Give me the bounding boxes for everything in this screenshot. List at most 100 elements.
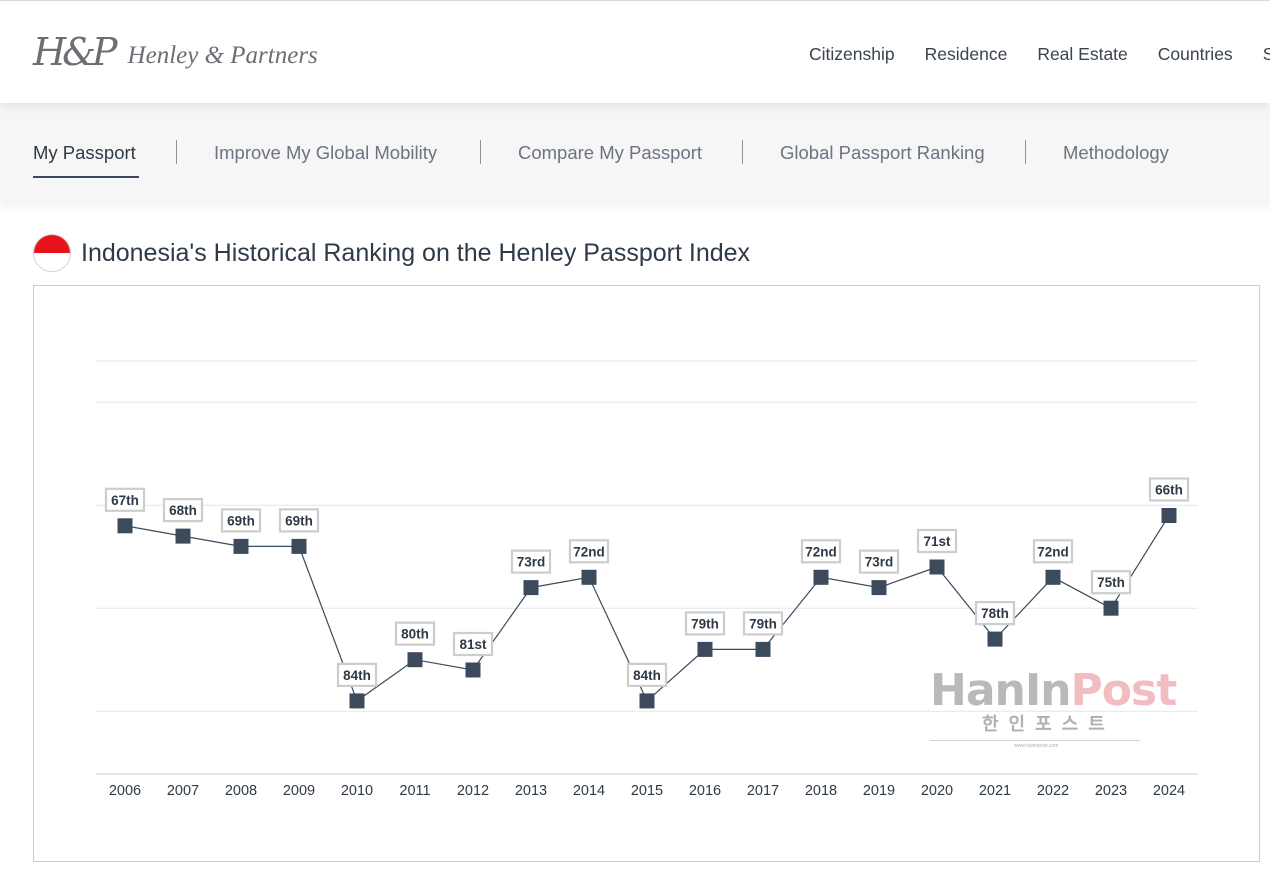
nav-real-estate[interactable]: Real Estate bbox=[1037, 44, 1128, 64]
data-point-marker bbox=[639, 693, 655, 709]
data-label-box bbox=[1090, 570, 1132, 595]
main-nav: Citizenship Residence Real Estate Countr… bbox=[809, 44, 1270, 65]
data-label: 84th bbox=[633, 668, 661, 683]
chart-canvas: 67th 68th 69th 69th 84th 80th 81st 73rd 72nd 84th… bbox=[96, 360, 1198, 799]
watermark-divider bbox=[930, 740, 1140, 741]
data-label: 73rd bbox=[865, 555, 894, 570]
data-label: 67th bbox=[111, 493, 139, 508]
x-tick-label: 2020 bbox=[921, 783, 953, 799]
x-tick-label: 2007 bbox=[167, 783, 199, 799]
brand-logo[interactable]: H&P Henley & Partners bbox=[33, 33, 318, 71]
nav-citizenship[interactable]: Citizenship bbox=[809, 44, 895, 64]
x-tick-label: 2024 bbox=[1153, 783, 1185, 799]
section-heading: Indonesia's Historical Ranking on the He… bbox=[33, 234, 750, 272]
data-point-marker bbox=[465, 662, 481, 678]
nav-cut-off-item[interactable]: S bbox=[1262, 44, 1270, 64]
data-label-box bbox=[510, 549, 552, 574]
data-label-box bbox=[742, 611, 784, 636]
data-label-box bbox=[220, 508, 262, 533]
data-label: 72nd bbox=[573, 544, 605, 559]
watermark-korean: 한인포스트 bbox=[982, 714, 1115, 735]
data-label: 69th bbox=[227, 513, 255, 528]
flag-red-band bbox=[34, 235, 70, 253]
data-label: 72nd bbox=[805, 544, 837, 559]
data-label: 73rd bbox=[517, 555, 546, 570]
data-label-box bbox=[800, 539, 842, 564]
x-tick-label: 2009 bbox=[283, 783, 315, 799]
nav-separator bbox=[742, 140, 743, 164]
x-tick-label: 2012 bbox=[457, 783, 489, 799]
x-tick-label: 2014 bbox=[573, 783, 605, 799]
data-point-marker bbox=[175, 528, 191, 544]
x-tick-label: 2015 bbox=[631, 783, 663, 799]
data-label: 78th bbox=[981, 606, 1009, 621]
tab-methodology[interactable]: Methodology bbox=[1063, 142, 1169, 163]
data-point-marker bbox=[755, 641, 771, 657]
data-label: 79th bbox=[749, 616, 777, 631]
data-label-box bbox=[684, 611, 726, 636]
x-tick-label: 2023 bbox=[1095, 783, 1127, 799]
nav-separator bbox=[480, 140, 481, 164]
data-point-marker bbox=[581, 569, 597, 585]
data-point-marker bbox=[523, 580, 539, 596]
x-tick-label: 2010 bbox=[341, 783, 373, 799]
data-point-marker bbox=[1103, 600, 1119, 616]
data-label: 79th bbox=[691, 616, 719, 631]
data-label-box bbox=[916, 528, 958, 554]
data-label-box bbox=[104, 487, 146, 512]
data-label-box bbox=[1148, 477, 1190, 502]
nav-countries[interactable]: Countries bbox=[1157, 44, 1233, 64]
data-point-marker bbox=[813, 569, 829, 585]
data-point-marker bbox=[871, 580, 887, 596]
active-tab-indicator bbox=[33, 176, 139, 178]
data-label: 80th bbox=[401, 627, 429, 642]
data-point-marker bbox=[349, 693, 365, 709]
data-label-box bbox=[974, 601, 1016, 626]
x-tick-label: 2021 bbox=[979, 783, 1011, 799]
nav-separator bbox=[1025, 140, 1026, 164]
data-point-marker bbox=[117, 518, 133, 534]
data-label-box bbox=[452, 631, 494, 657]
data-point-marker bbox=[407, 652, 423, 668]
data-label-box bbox=[568, 539, 610, 564]
data-point-marker bbox=[1161, 508, 1177, 523]
logo-monogram: H&P bbox=[33, 30, 118, 74]
data-label-box bbox=[394, 621, 436, 646]
data-label-box bbox=[626, 662, 668, 687]
data-point-marker bbox=[1045, 569, 1061, 585]
data-label-box bbox=[278, 508, 320, 533]
nav-separator bbox=[176, 140, 177, 164]
tab-compare-passport[interactable]: Compare My Passport bbox=[518, 142, 703, 163]
data-label: 71st bbox=[923, 534, 951, 549]
watermark-logo: HanInPost 한인포스트 www.haninpost.com bbox=[930, 668, 1177, 749]
watermark-url: www.haninpost.com bbox=[1014, 743, 1059, 749]
data-label-box bbox=[336, 662, 378, 687]
x-tick-label: 2006 bbox=[109, 783, 141, 799]
tab-my-passport[interactable]: My Passport bbox=[33, 142, 136, 163]
indonesia-flag-icon bbox=[33, 234, 71, 272]
data-label-box bbox=[162, 498, 204, 523]
site-header: H&P Henley & Partners Citizenship Reside… bbox=[0, 3, 1270, 103]
x-tick-label: 2008 bbox=[225, 783, 257, 799]
data-label: 72nd bbox=[1037, 544, 1069, 559]
data-label-box bbox=[1032, 539, 1074, 564]
logo-wordmark: Henley & Partners bbox=[127, 42, 318, 69]
tab-improve-mobility[interactable]: Improve My Global Mobility bbox=[214, 142, 438, 163]
ranking-chart: 67th 68th 69th 69th 84th 80th 81st 73rd 72nd 84th… bbox=[33, 285, 1260, 862]
x-tick-label: 2013 bbox=[515, 783, 547, 799]
nav-residence[interactable]: Residence bbox=[924, 44, 1008, 64]
data-label-box bbox=[858, 549, 900, 574]
tab-global-ranking[interactable]: Global Passport Ranking bbox=[780, 142, 985, 163]
data-label: 81st bbox=[459, 637, 487, 652]
x-tick-label: 2018 bbox=[805, 783, 837, 799]
data-label: 69th bbox=[285, 513, 313, 528]
data-point-marker bbox=[697, 641, 713, 657]
data-label: 75th bbox=[1097, 575, 1125, 590]
data-point-marker bbox=[291, 538, 307, 554]
top-border bbox=[0, 0, 1270, 3]
x-tick-label: 2011 bbox=[399, 783, 430, 799]
x-tick-label: 2019 bbox=[863, 783, 895, 799]
x-tick-label: 2016 bbox=[689, 783, 721, 799]
data-label: 84th bbox=[343, 668, 371, 683]
data-point-marker bbox=[929, 559, 945, 575]
